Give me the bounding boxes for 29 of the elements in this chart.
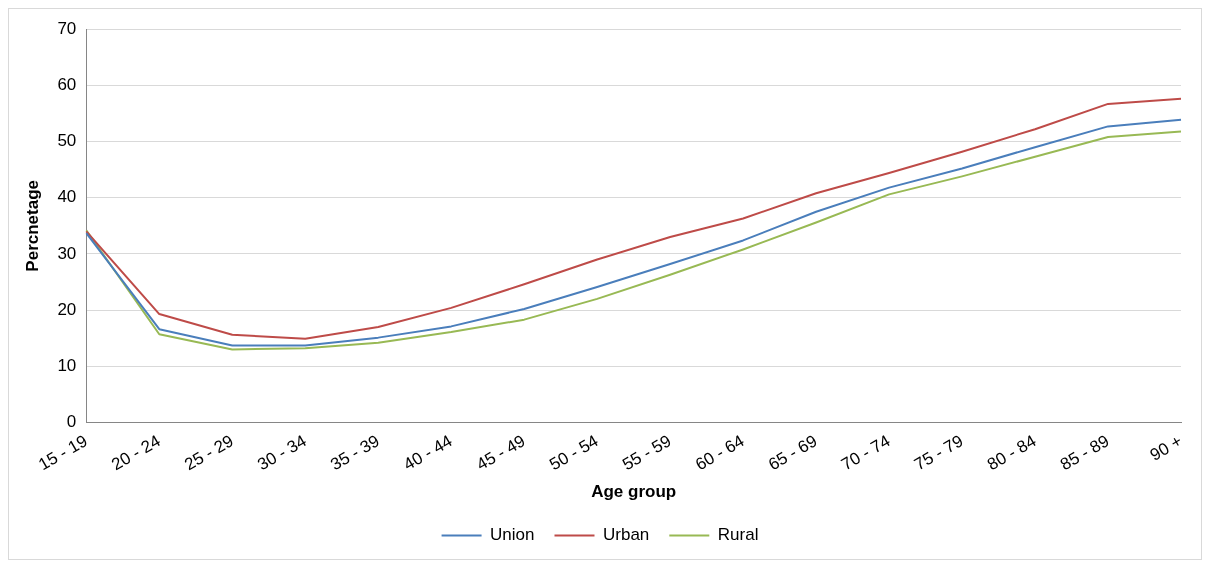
x-tick-label: 80 - 84	[984, 431, 1040, 475]
x-tick-label: 65 - 69	[765, 431, 821, 475]
x-tick-label: 90 +	[1146, 431, 1186, 465]
y-tick-label: 10	[57, 355, 77, 375]
x-tick-label: 70 - 74	[838, 431, 894, 475]
x-tick-label: 85 - 89	[1057, 431, 1113, 475]
y-tick-label: 0	[66, 412, 77, 432]
x-tick-label: 55 - 59	[619, 431, 675, 475]
legend-label: Urban	[603, 525, 650, 545]
x-tick-label: 15 - 19	[35, 431, 91, 475]
y-axis-title: Percnetage	[22, 180, 42, 272]
legend-label: Rural	[717, 525, 759, 545]
y-tick-label: 40	[57, 187, 77, 207]
x-tick-label: 60 - 64	[692, 431, 748, 475]
x-tick-label: 30 - 34	[254, 431, 310, 475]
x-tick-label: 45 - 49	[473, 431, 529, 475]
y-tick-label: 30	[57, 243, 77, 263]
x-tick-label: 35 - 39	[327, 431, 383, 475]
y-tick-label: 50	[57, 131, 77, 151]
x-tick-label: 20 - 24	[108, 431, 164, 475]
x-tick-label: 50 - 54	[546, 431, 602, 475]
x-tick-label: 75 - 79	[911, 431, 967, 475]
legend-label: Union	[490, 525, 535, 545]
y-tick-label: 20	[57, 299, 77, 319]
x-tick-label: 40 - 44	[400, 431, 456, 475]
x-axis-title: Age group	[591, 482, 677, 502]
x-tick-label: 25 - 29	[181, 431, 237, 475]
y-tick-label: 60	[57, 75, 77, 95]
y-tick-label: 70	[57, 18, 77, 38]
